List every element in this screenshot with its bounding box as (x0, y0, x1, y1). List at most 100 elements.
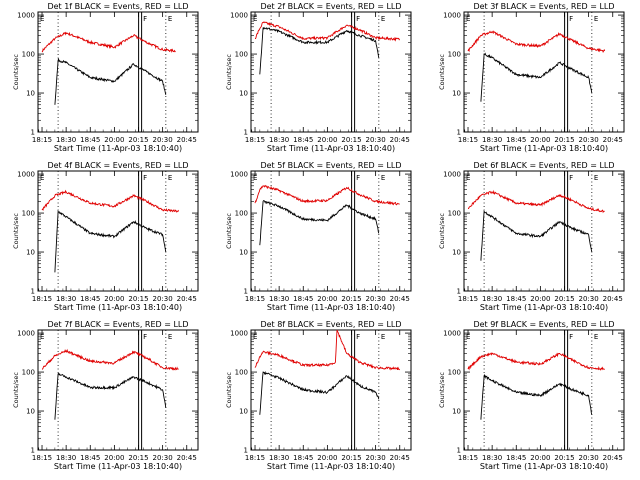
x-tick-label: 20:00 (530, 136, 550, 144)
marker-letter-e: E (168, 174, 172, 182)
marker-letter-e: E (40, 333, 44, 341)
chart-panel-4: Det 4f BLACK = Events, RED = LLD 1 10 100 10… (12, 161, 199, 312)
y-axis-label: Counts/sec (12, 54, 20, 90)
x-tick-label: 20:45 (177, 295, 197, 303)
plot-frame (250, 329, 412, 451)
y-tick-label: 1 (244, 447, 248, 455)
series-line-lld (467, 352, 605, 371)
y-tick-label: 1000 (443, 12, 461, 20)
y-axis-label: Counts/sec (438, 213, 446, 249)
marker-letter-e: E (466, 333, 470, 341)
x-tick-label: 20:15 (554, 136, 574, 144)
plot-frame (463, 11, 625, 133)
chart-panel-1: Det 1f BLACK = Events, RED = LLD 1 10 100 10… (12, 2, 199, 153)
x-tick-label: 18:45 (80, 454, 100, 462)
marker-letter-f: F (569, 333, 573, 341)
y-axis-label: Counts/sec (225, 372, 233, 408)
y-tick-label: 100 (235, 369, 248, 377)
series-line-events (259, 200, 380, 246)
y-tick-label: 1000 (443, 171, 461, 179)
series-line-lld (467, 30, 606, 53)
y-tick-label: 1000 (17, 330, 35, 338)
marker-letter-e: E (381, 333, 385, 341)
series-line-events (480, 374, 593, 420)
panel-title: Det 3f BLACK = Events, RED = LLD (473, 2, 614, 11)
x-tick-label: 20:30 (366, 454, 386, 462)
x-tick-label: 20:30 (579, 136, 599, 144)
x-tick-label: 20:30 (366, 136, 386, 144)
series-line-events (54, 57, 167, 105)
x-tick-label: 18:45 (293, 454, 313, 462)
plot-frame (37, 170, 199, 292)
x-tick-label: 18:15 (245, 454, 265, 462)
x-axis-label: Start Time (11-Apr-03 18:10:40) (267, 144, 395, 153)
y-tick-label: 1 (244, 288, 248, 296)
x-axis-label: Start Time (11-Apr-03 18:10:40) (267, 303, 395, 312)
y-tick-label: 10 (452, 249, 461, 257)
marker-letter-e: E (466, 174, 470, 182)
x-tick-label: 18:15 (245, 136, 265, 144)
x-tick-label: 20:15 (128, 454, 148, 462)
marker-letter-f: F (143, 15, 147, 23)
y-axis-label: Counts/sec (438, 54, 446, 90)
y-tick-label: 1 (457, 129, 461, 137)
marker-letter-e: E (594, 333, 598, 341)
x-tick-label: 20:45 (603, 136, 623, 144)
x-axis-label: Start Time (11-Apr-03 18:10:40) (54, 462, 182, 471)
x-tick-label: 18:45 (293, 295, 313, 303)
chart-panel-8: Det 8f BLACK = Events, RED = LLD 1 10 100 10… (225, 320, 412, 471)
y-tick-label: 100 (235, 210, 248, 218)
y-tick-label: 1 (31, 129, 35, 137)
x-tick-label: 20:15 (341, 454, 361, 462)
marker-letter-e: E (594, 174, 598, 182)
x-tick-label: 18:30 (269, 454, 289, 462)
y-tick-label: 1000 (17, 12, 35, 20)
x-tick-label: 20:45 (603, 454, 623, 462)
x-tick-label: 20:00 (104, 136, 124, 144)
chart-panel-2: Det 2f BLACK = Events, RED = LLD 1 10 100 10… (225, 2, 412, 153)
y-tick-label: 100 (235, 51, 248, 59)
panel-title: Det 6f BLACK = Events, RED = LLD (473, 161, 614, 170)
x-tick-label: 20:00 (530, 295, 550, 303)
x-tick-label: 20:30 (366, 295, 386, 303)
x-tick-label: 18:45 (506, 295, 526, 303)
y-tick-label: 1 (31, 447, 35, 455)
series-line-lld (41, 348, 179, 371)
plot-frame (37, 11, 199, 133)
series-line-events (259, 26, 380, 75)
chart-panel-9: Det 9f BLACK = Events, RED = LLD 1 10 100 10… (438, 320, 625, 471)
x-tick-label: 20:30 (579, 454, 599, 462)
series-line-lld (41, 31, 176, 54)
x-tick-label: 18:15 (245, 295, 265, 303)
x-tick-label: 20:00 (317, 295, 337, 303)
x-tick-label: 20:00 (530, 454, 550, 462)
y-tick-label: 1000 (230, 171, 248, 179)
y-tick-label: 100 (22, 51, 35, 59)
x-tick-label: 18:15 (458, 454, 478, 462)
marker-letter-e: E (381, 174, 385, 182)
y-axis-label: Counts/sec (12, 372, 20, 408)
marker-letter-f: F (356, 15, 360, 23)
panel-title: Det 9f BLACK = Events, RED = LLD (473, 320, 614, 329)
chart-panel-3: Det 3f BLACK = Events, RED = LLD 1 10 100 10… (438, 2, 625, 153)
x-axis-label: Start Time (11-Apr-03 18:10:40) (54, 144, 182, 153)
marker-letter-f: F (569, 15, 573, 23)
plot-frame (463, 329, 625, 451)
x-tick-label: 20:15 (554, 295, 574, 303)
y-axis-label: Counts/sec (225, 54, 233, 90)
series-line-events (54, 209, 167, 273)
chart-panel-6: Det 6f BLACK = Events, RED = LLD 1 10 100 10… (438, 161, 625, 312)
y-tick-label: 100 (448, 51, 461, 59)
marker-letter-e: E (253, 15, 257, 23)
x-tick-label: 20:15 (128, 136, 148, 144)
x-tick-label: 20:45 (390, 295, 410, 303)
x-axis-label: Start Time (11-Apr-03 18:10:40) (480, 144, 608, 153)
x-axis-label: Start Time (11-Apr-03 18:10:40) (480, 462, 608, 471)
y-tick-label: 1 (457, 288, 461, 296)
y-tick-label: 1 (457, 447, 461, 455)
x-tick-label: 18:30 (56, 454, 76, 462)
marker-letter-e: E (168, 15, 172, 23)
y-tick-label: 10 (26, 90, 35, 98)
plot-frame (37, 329, 199, 451)
